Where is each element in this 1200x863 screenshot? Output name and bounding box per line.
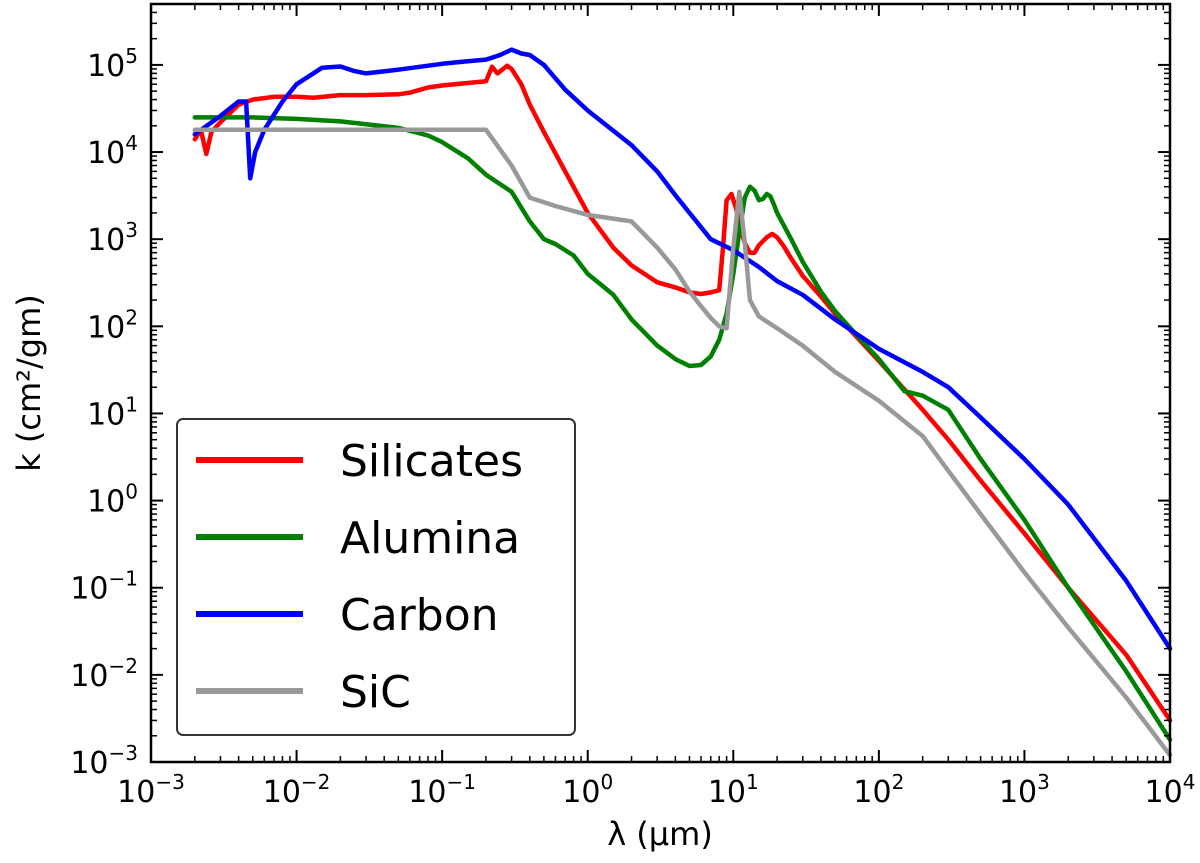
plot-frame — [149, 2, 1172, 764]
y-tick-label: 101 — [87, 392, 138, 432]
y-tick-label: 102 — [87, 305, 138, 345]
x-tick-label: 10−2 — [263, 770, 331, 810]
x-tick-label: 10−3 — [117, 770, 185, 810]
legend-label-silicates: Silicates — [340, 436, 523, 487]
x-tick-label: 102 — [853, 770, 904, 810]
legend: Silicates Alumina Carbon SiC — [176, 418, 576, 736]
y-tick-label: 104 — [87, 131, 138, 171]
y-tick-label: 10−1 — [70, 567, 138, 607]
x-tick-label: 100 — [562, 770, 613, 810]
series-line-carbon — [192, 47, 1173, 651]
x-tick-label: 10−1 — [408, 770, 476, 810]
legend-box — [176, 418, 576, 736]
legend-label-carbon: Carbon — [340, 590, 499, 641]
y-tick-label: 100 — [87, 480, 138, 520]
y-tick-label: 10−2 — [70, 654, 138, 694]
series-line-silicates — [192, 63, 1173, 723]
series-layer — [192, 47, 1173, 758]
ticks-layer: 10−3 10−2 10−1 100 101 102 103 104 10−3 10−2 10−1 1… — [70, 3, 1196, 810]
legend-label-sic: SiC — [340, 667, 411, 718]
x-tick-label: 101 — [708, 770, 759, 810]
y-tick-label: 105 — [87, 44, 138, 84]
x-tick-label: 104 — [1145, 770, 1196, 810]
x-tick-label: 103 — [999, 770, 1050, 810]
y-tick-label: 103 — [87, 218, 138, 258]
y-axis-label: k (cm²/gm) — [10, 294, 48, 472]
y-tick-label: 10−3 — [70, 741, 138, 781]
legend-label-alumina: Alumina — [340, 513, 520, 564]
series-line-sic — [192, 127, 1173, 758]
x-axis-label: λ (μm) — [607, 815, 713, 853]
